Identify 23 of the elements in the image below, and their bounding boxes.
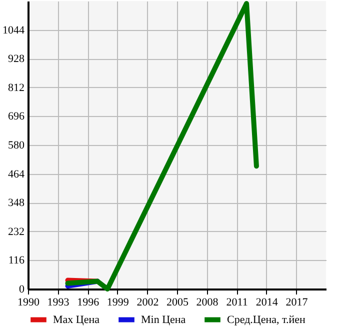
y-tick-label: 696 — [8, 110, 25, 123]
y-tick-label: 116 — [8, 254, 25, 267]
x-tick-label: 1999 — [106, 296, 130, 308]
x-tick-label: 1996 — [77, 296, 100, 308]
y-tick-label: 812 — [8, 82, 24, 94]
y-tick-label: 232 — [8, 226, 24, 238]
y-tick-label: 464 — [8, 168, 25, 180]
x-tick-label: 2005 — [166, 296, 189, 308]
y-tick-label: 580 — [8, 140, 25, 152]
x-tick-label: 2014 — [256, 296, 278, 308]
y-tick-label: 928 — [8, 53, 25, 66]
y-tick-label: 0 — [19, 284, 25, 296]
x-tick-label: 1993 — [47, 296, 70, 308]
y-tick-label: 1044 — [2, 24, 25, 36]
legend-label: Max Цена — [53, 314, 100, 326]
x-tick-label: 2008 — [196, 296, 219, 308]
x-tick-label: 2017 — [286, 296, 308, 308]
y-tick-label: 348 — [8, 197, 25, 210]
legend-label: Min Цена — [141, 314, 186, 326]
legend-label: Сред.Цена, т.йен — [227, 314, 306, 326]
x-tick-label: 1990 — [18, 296, 40, 308]
x-tick-label: 2011 — [226, 296, 248, 308]
x-tick-label: 2002 — [136, 296, 159, 308]
